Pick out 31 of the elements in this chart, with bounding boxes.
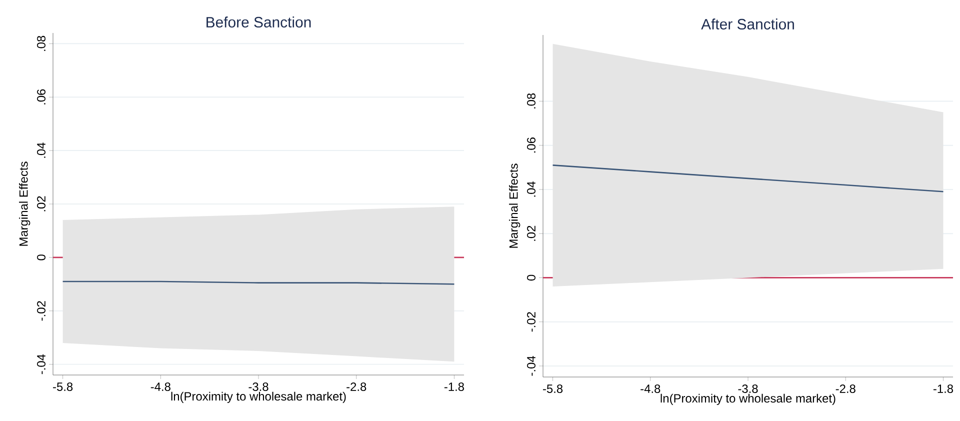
y-axis-title: Marginal Effects xyxy=(19,162,30,246)
y-tick-label: 0 xyxy=(37,254,46,260)
x-axis-title: ln(Proximity to wholesale market) xyxy=(660,394,836,405)
y-tick-label: .04 xyxy=(527,181,536,197)
x-tick-label: -4.8 xyxy=(150,382,170,391)
y-tick-label: .08 xyxy=(37,36,46,51)
chart-title: Before Sanction xyxy=(206,16,311,28)
y-tick-label: .02 xyxy=(37,196,46,212)
x-tick-label: -3.8 xyxy=(738,384,758,393)
x-axis-title: ln(Proximity to wholesale market) xyxy=(171,392,346,403)
y-tick-label: -.04 xyxy=(37,354,46,374)
x-tick-label: -4.8 xyxy=(640,384,660,393)
y-tick-label: 0 xyxy=(527,274,536,281)
line-series xyxy=(552,164,944,192)
y-tick-label: .04 xyxy=(37,142,46,158)
x-tick-label: -1.8 xyxy=(444,382,464,391)
x-tick-label: -5.8 xyxy=(543,384,563,393)
x-tick-label: -2.8 xyxy=(836,384,856,393)
y-tick-label: .02 xyxy=(527,226,536,241)
y-tick-label: -.04 xyxy=(527,356,536,376)
y-tick-label: .06 xyxy=(37,89,46,104)
y-tick-label: -.02 xyxy=(527,312,536,332)
y-axis-title: Marginal Effects xyxy=(509,164,520,248)
chart-title: After Sanction xyxy=(701,18,794,30)
x-tick-label: -2.8 xyxy=(346,382,366,391)
x-tick-label: -3.8 xyxy=(248,382,268,391)
y-tick-label: .08 xyxy=(527,93,536,108)
x-tick-label: -5.8 xyxy=(53,382,73,391)
y-tick-label: .06 xyxy=(527,138,536,153)
x-tick-label: -1.8 xyxy=(933,384,954,393)
y-tick-label: -.02 xyxy=(37,301,46,321)
